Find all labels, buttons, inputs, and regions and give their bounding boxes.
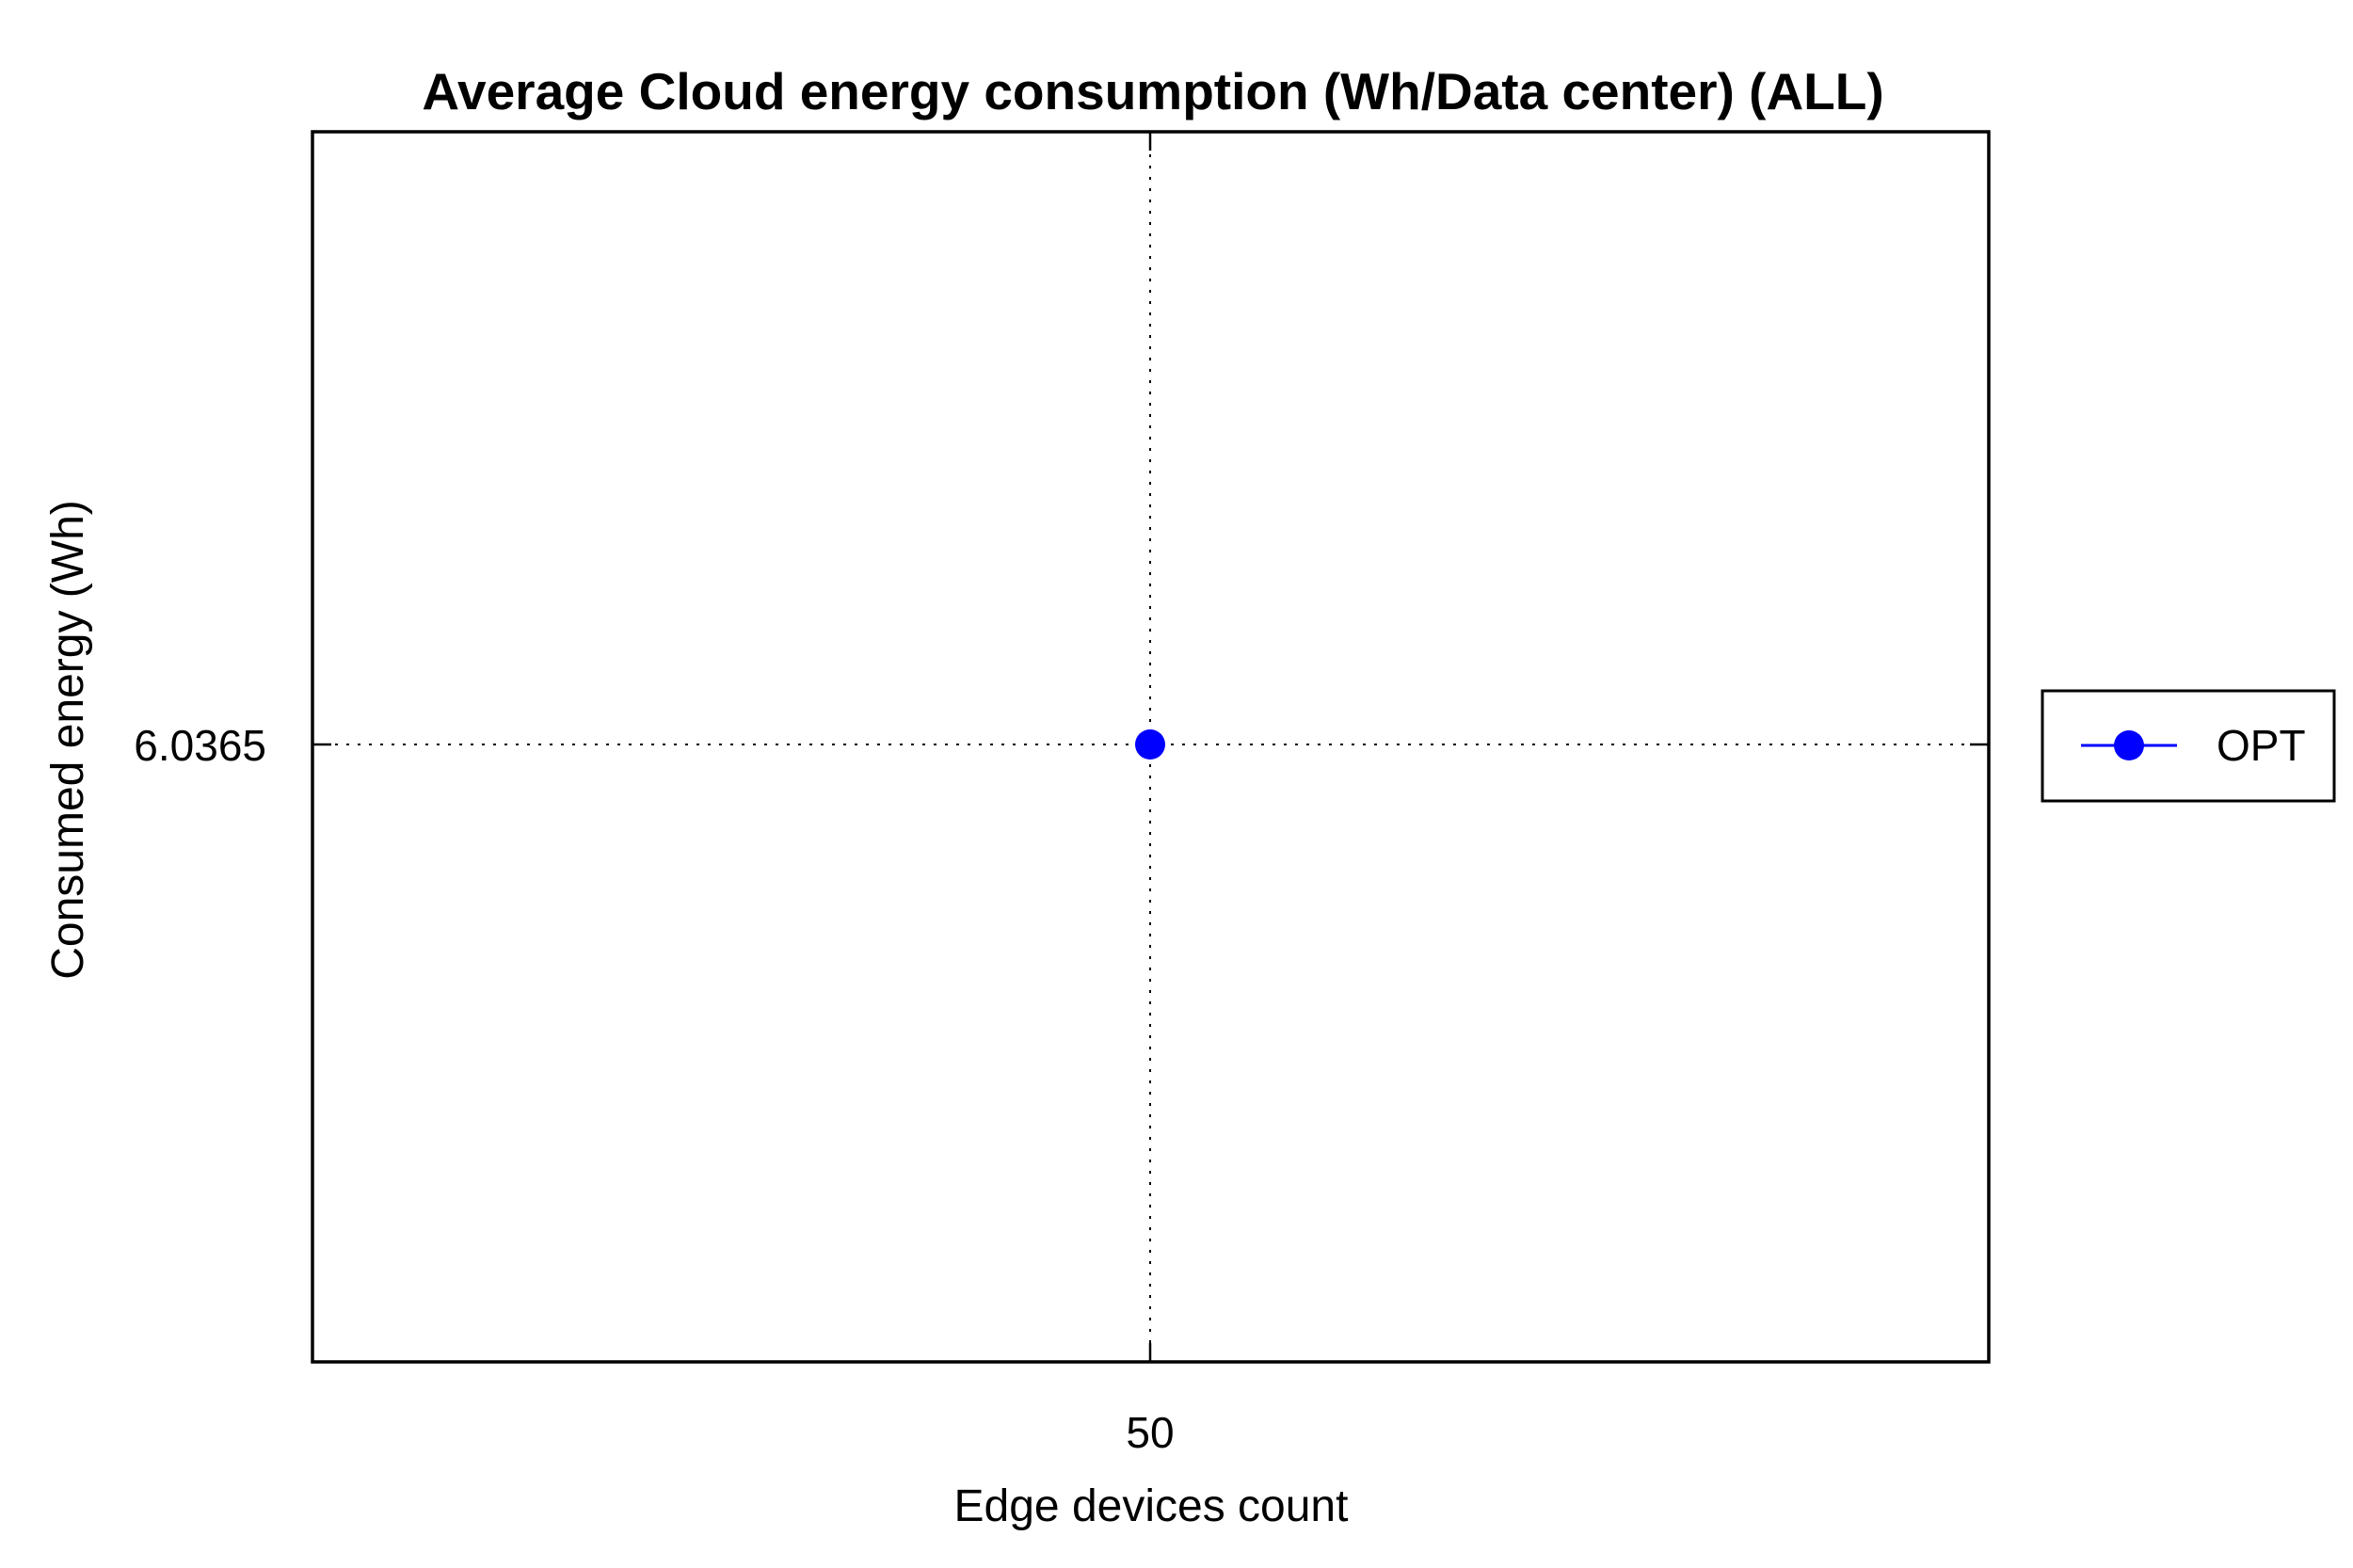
y-tick-label: 6.0365 [134, 721, 266, 770]
data-point-opt [1135, 729, 1165, 760]
y-axis-label: Consumed energy (Wh) [43, 500, 93, 980]
x-axis-label: Edge devices count [954, 1481, 1349, 1531]
legend-label-opt: OPT [2217, 721, 2306, 770]
chart-title: Average Cloud energy consumption (Wh/Dat… [422, 62, 1883, 120]
legend-marker-opt [2114, 730, 2144, 760]
x-tick-label: 50 [1126, 1408, 1174, 1457]
